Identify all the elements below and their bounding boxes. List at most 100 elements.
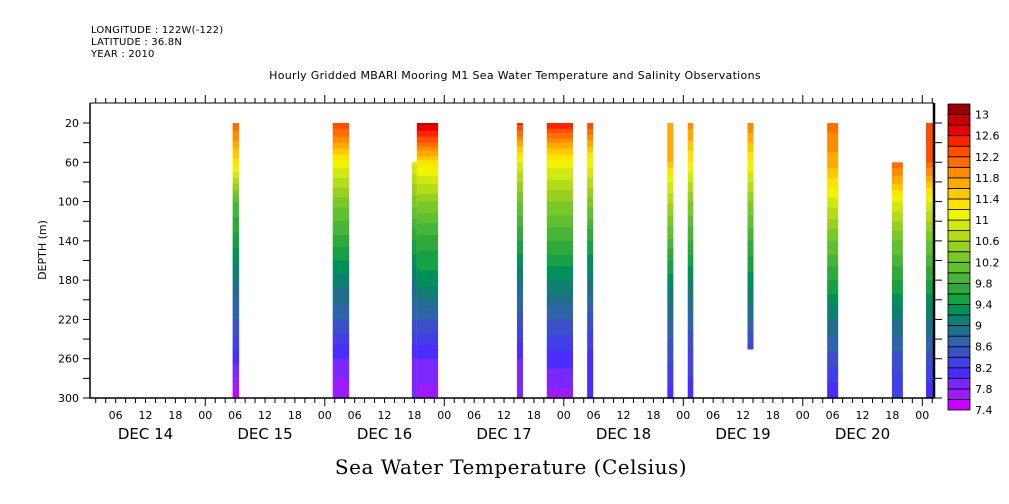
temperature-cell xyxy=(411,335,417,338)
temperature-cell xyxy=(416,295,439,299)
temperature-cell xyxy=(667,299,674,303)
temperature-cell xyxy=(687,307,694,311)
temperature-cell xyxy=(416,166,439,169)
x-tick-label: 18 xyxy=(527,409,541,422)
temperature-cell xyxy=(687,144,694,148)
temperature-cell xyxy=(546,172,573,175)
temperature-cell xyxy=(667,352,674,356)
temperature-cell xyxy=(667,201,674,205)
temperature-cell xyxy=(516,337,523,340)
temperature-cell xyxy=(926,384,934,387)
temperature-cell xyxy=(516,203,523,207)
temperature-cell xyxy=(587,356,594,360)
temperature-cell xyxy=(926,252,934,256)
temperature-cell xyxy=(667,213,674,216)
temperature-cell xyxy=(827,313,839,317)
temperature-cell xyxy=(411,254,417,258)
temperature-cell xyxy=(891,168,903,171)
temperature-cell xyxy=(587,331,594,334)
temperature-cell xyxy=(232,172,240,175)
data-column xyxy=(747,123,754,350)
temperature-cell xyxy=(687,152,694,156)
temperature-cell xyxy=(546,195,573,199)
temperature-cell xyxy=(411,374,417,377)
temperature-cell xyxy=(516,246,523,250)
temperature-cell xyxy=(747,142,754,146)
temperature-cell xyxy=(332,382,350,385)
temperature-cell xyxy=(687,331,694,334)
temperature-cell xyxy=(416,260,439,264)
temperature-cell xyxy=(667,356,674,360)
temperature-cell xyxy=(416,323,439,326)
temperature-cell xyxy=(232,162,240,165)
temperature-cell xyxy=(891,376,903,379)
temperature-cell xyxy=(747,307,754,311)
temperature-cell xyxy=(232,189,240,193)
temperature-cell xyxy=(332,240,350,244)
temperature-cell xyxy=(667,158,674,161)
temperature-cell xyxy=(516,297,523,301)
temperature-cell xyxy=(587,280,594,283)
temperature-cell xyxy=(332,317,350,321)
temperature-cell xyxy=(747,132,754,136)
temperature-cell xyxy=(827,225,839,228)
temperature-cell xyxy=(747,250,754,254)
temperature-cell xyxy=(926,132,934,136)
temperature-cell xyxy=(587,278,594,281)
temperature-cell xyxy=(332,215,350,218)
temperature-cell xyxy=(232,246,240,250)
colorbar-label: 11 xyxy=(975,214,989,227)
temperature-cell xyxy=(232,356,240,360)
temperature-cell xyxy=(546,288,573,291)
temperature-cell xyxy=(587,337,594,340)
temperature-cell xyxy=(516,291,523,295)
temperature-cell xyxy=(546,124,573,128)
temperature-cell xyxy=(827,301,839,305)
x-tick-label: 18 xyxy=(646,409,660,422)
temperature-cell xyxy=(891,185,903,189)
temperature-cell xyxy=(891,278,903,281)
temperature-cell xyxy=(416,284,439,287)
temperature-cell xyxy=(587,350,594,354)
temperature-cell xyxy=(687,164,694,167)
temperature-cell xyxy=(587,199,594,203)
temperature-cell xyxy=(926,291,934,295)
temperature-cell xyxy=(926,288,934,291)
temperature-cell xyxy=(332,291,350,295)
temperature-cell xyxy=(232,150,240,154)
colorbar-label: 7.4 xyxy=(975,404,993,417)
temperature-cell xyxy=(516,333,523,336)
temperature-cell xyxy=(332,136,350,140)
temperature-cell xyxy=(926,329,934,332)
temperature-cell xyxy=(232,380,240,383)
temperature-cell xyxy=(546,388,573,391)
temperature-cell xyxy=(516,264,523,267)
temperature-cell xyxy=(827,384,839,387)
temperature-cell xyxy=(516,219,523,222)
temperature-cell xyxy=(411,303,417,307)
temperature-cell xyxy=(667,390,674,393)
temperature-cell xyxy=(416,380,439,383)
temperature-cell xyxy=(891,166,903,169)
temperature-cell xyxy=(546,321,573,324)
temperature-cell xyxy=(667,197,674,201)
temperature-cell xyxy=(891,274,903,277)
temperature-cell xyxy=(332,231,350,234)
temperature-cell xyxy=(232,382,240,385)
temperature-cell xyxy=(827,242,839,246)
temperature-cell xyxy=(747,313,754,317)
temperature-cell xyxy=(232,170,240,173)
temperature-cell xyxy=(827,207,839,211)
temperature-cell xyxy=(516,174,523,177)
temperature-cell xyxy=(667,183,674,187)
temperature-cell xyxy=(516,319,523,322)
temperature-cell xyxy=(232,209,240,212)
y-tick-label: 220 xyxy=(58,313,79,326)
temperature-cell xyxy=(332,284,350,287)
y-tick-label: 300 xyxy=(58,392,79,405)
temperature-cell xyxy=(232,364,240,368)
temperature-cell xyxy=(411,244,417,248)
colorbar-label: 12.2 xyxy=(975,151,1000,164)
temperature-cell xyxy=(587,329,594,332)
temperature-cell xyxy=(667,382,674,385)
